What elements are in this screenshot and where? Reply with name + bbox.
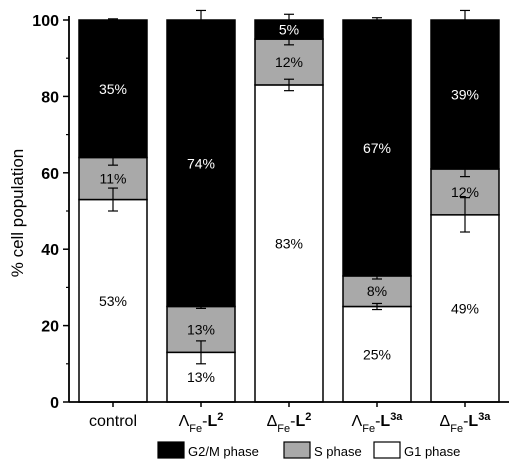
bar-g1-phase-4 xyxy=(430,214,500,403)
data-label-2-2: 5% xyxy=(279,22,299,38)
bar-g2-m-phase-4 xyxy=(430,19,500,170)
data-label-1-0: 13% xyxy=(187,369,215,385)
legend-label-g2-m-phase: G2/M phase xyxy=(188,444,259,459)
bar-g1-phase-1 xyxy=(166,351,236,403)
data-label-2-0: 83% xyxy=(275,235,303,251)
y-tick-label-80: 80 xyxy=(41,89,59,106)
x-tick-label-3: ΛFe-L3a xyxy=(352,411,404,435)
legend: G2/M phase S phase G1 phase xyxy=(157,441,460,459)
bar-g1-phase-0 xyxy=(78,198,148,403)
y-tick-label-100: 100 xyxy=(32,13,59,30)
y-tick-label-20: 20 xyxy=(41,319,59,336)
data-label-3-1: 8% xyxy=(367,283,387,299)
data-label-1-2: 74% xyxy=(187,155,215,171)
data-label-3-0: 25% xyxy=(363,346,391,362)
bar-g1-phase-3 xyxy=(342,305,412,403)
y-axis-title: % cell population xyxy=(8,149,27,278)
y-tick-label-40: 40 xyxy=(41,242,59,259)
data-label-1-1: 13% xyxy=(187,321,215,337)
legend-swatch-s-phase xyxy=(283,441,311,459)
bar-g2-m-phase-1 xyxy=(166,19,236,308)
legend-swatch-g2-m-phase xyxy=(157,441,185,459)
legend-label-g1-phase: G1 phase xyxy=(404,444,460,459)
error-bars-layer xyxy=(108,9,470,365)
bar-s-phase-2 xyxy=(254,38,324,86)
data-label-0-2: 35% xyxy=(99,81,127,97)
data-label-0-0: 53% xyxy=(99,293,127,309)
x-tick-label-2: ΔFe-L2 xyxy=(267,411,312,435)
bars-layer xyxy=(78,19,500,403)
y-tick-label-60: 60 xyxy=(41,166,59,183)
x-tick-label-1: ΛFe-L2 xyxy=(179,411,224,435)
data-label-2-1: 12% xyxy=(275,54,303,70)
data-labels-layer: 53% 11% 35% 13% 13% 74% 83% 12% 5% 25% 8% 67% 49% 12%… xyxy=(99,22,479,386)
y-tick-label-0: 0 xyxy=(50,395,59,412)
data-label-4-2: 39% xyxy=(451,86,479,102)
data-label-0-1: 11% xyxy=(100,171,127,187)
x-tick-label-0: control xyxy=(89,413,137,430)
legend-swatch-g1-phase xyxy=(373,441,401,459)
data-label-4-0: 49% xyxy=(451,300,479,316)
data-label-4-1: 12% xyxy=(451,184,479,200)
axes-layer: 0 20 40 60 80 100 control ΛFe-L2 ΔFe-L2 ΛFe-L3a ΔF… xyxy=(32,13,509,435)
data-label-3-2: 67% xyxy=(363,140,391,156)
x-tick-label-4: ΔFe-L3a xyxy=(440,411,492,435)
legend-label-s-phase: S phase xyxy=(314,444,362,459)
